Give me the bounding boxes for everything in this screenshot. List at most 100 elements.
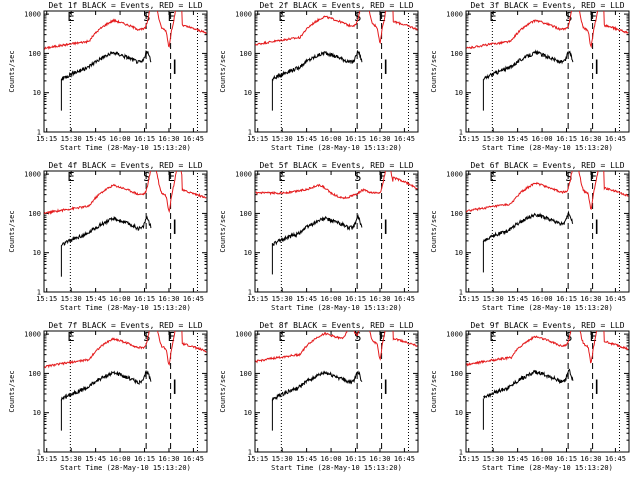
- y-tick-label: 1: [459, 289, 463, 297]
- y-tick-label: 10: [455, 249, 463, 257]
- events-black-curve: [271, 214, 363, 246]
- events-black-curve: [60, 369, 152, 401]
- x-tick-label: 15:45: [85, 455, 106, 463]
- x-tick-label: 16:15: [345, 295, 366, 303]
- y-tick-label: 10: [244, 409, 252, 417]
- x-tick-label: 16:30: [158, 295, 179, 303]
- marker-label-s: S: [565, 10, 572, 24]
- detector-panel-8: Det 8f BLACK = Events, RED = LLD 15:15 15:…: [219, 321, 419, 472]
- y-axis-label: Counts/sec: [430, 370, 438, 412]
- y-tick-label: 1: [459, 129, 463, 137]
- lld-red-curve: [44, 11, 207, 50]
- x-tick-label: 16:45: [605, 455, 626, 463]
- y-tick-label: 100: [239, 370, 252, 378]
- marker-label-e: E: [168, 10, 175, 24]
- x-tick-label: 15:30: [483, 455, 504, 463]
- events-black-curve: [61, 215, 152, 247]
- detector-panel-7: Det 7f BLACK = Events, RED = LLD 15:15 15:…: [8, 321, 208, 472]
- x-tick-label: 16:45: [394, 135, 415, 143]
- y-tick-label: 10: [455, 409, 463, 417]
- panel-title: Det 1f BLACK = Events, RED = LLD: [48, 1, 202, 10]
- x-tick-label: 16:15: [556, 455, 577, 463]
- panel-title: Det 4f BLACK = Events, RED = LLD: [48, 161, 202, 170]
- detector-panel-2: Det 2f BLACK = Events, RED = LLD 15:15 15:…: [219, 1, 419, 152]
- x-tick-label: 16:30: [369, 135, 390, 143]
- x-tick-label: 16:15: [134, 295, 155, 303]
- x-tick-label: 16:00: [321, 135, 342, 143]
- x-tick-label: 16:00: [532, 135, 553, 143]
- x-tick-label: 16:00: [110, 455, 131, 463]
- marker-label-e: E: [278, 10, 285, 24]
- x-tick-label: 16:15: [556, 135, 577, 143]
- y-axis-label: Counts/sec: [219, 370, 227, 412]
- x-tick-label: 15:30: [61, 295, 82, 303]
- x-tick-label: 16:15: [134, 455, 155, 463]
- marker-label-s: S: [354, 10, 361, 24]
- x-tick-label: 15:45: [507, 135, 528, 143]
- x-tick-label: 15:15: [36, 135, 57, 143]
- x-tick-label: 15:45: [296, 295, 317, 303]
- plot-frame: [465, 170, 630, 293]
- x-tick-label: 16:45: [605, 135, 626, 143]
- y-axis-label: Counts/sec: [8, 50, 16, 92]
- y-tick-label: 1: [248, 129, 252, 137]
- marker-label-s: S: [354, 170, 361, 184]
- marker-label-s: S: [143, 10, 150, 24]
- x-tick-label: 15:45: [296, 455, 317, 463]
- y-tick-label: 1: [37, 289, 41, 297]
- x-tick-label: 16:30: [369, 295, 390, 303]
- panel-title: Det 6f BLACK = Events, RED = LLD: [470, 161, 624, 170]
- x-tick-label: 15:45: [507, 455, 528, 463]
- plot-frame: [254, 10, 419, 133]
- x-tick-label: 16:30: [158, 455, 179, 463]
- x-tick-label: 16:45: [183, 295, 204, 303]
- marker-label-e: E: [379, 10, 386, 24]
- marker-label-e: E: [168, 330, 175, 344]
- y-tick-label: 10: [33, 89, 41, 97]
- x-axis-label: Start Time (28-May-10 15:13:20): [271, 144, 402, 152]
- marker-label-e: E: [278, 330, 285, 344]
- x-tick-label: 16:30: [580, 455, 601, 463]
- panel-title: Det 5f BLACK = Events, RED = LLD: [259, 161, 413, 170]
- x-tick-label: 16:00: [532, 455, 553, 463]
- x-tick-label: 16:45: [394, 295, 415, 303]
- lld-red-curve: [466, 171, 629, 213]
- x-tick-label: 15:30: [272, 135, 293, 143]
- panel-title: Det 8f BLACK = Events, RED = LLD: [259, 321, 413, 330]
- x-tick-label: 15:30: [61, 135, 82, 143]
- detector-panel-6: Det 6f BLACK = Events, RED = LLD 15:15 15:…: [430, 161, 630, 312]
- y-tick-label: 10: [33, 249, 41, 257]
- x-tick-label: 15:30: [272, 455, 293, 463]
- lld-red-curve: [255, 171, 418, 200]
- x-tick-label: 16:45: [605, 295, 626, 303]
- detector-panel-1: Det 1f BLACK = Events, RED = LLD 15:15 15:…: [8, 1, 208, 152]
- plot-frame: [254, 170, 419, 293]
- x-tick-label: 15:15: [458, 135, 479, 143]
- x-tick-label: 16:45: [394, 455, 415, 463]
- x-axis-label: Start Time (28-May-10 15:13:20): [271, 464, 402, 472]
- y-tick-label: 1: [37, 129, 41, 137]
- marker-label-s: S: [565, 170, 572, 184]
- panel-title: Det 9f BLACK = Events, RED = LLD: [470, 321, 624, 330]
- plot-frame: [43, 170, 208, 293]
- x-tick-label: 16:00: [110, 135, 131, 143]
- x-tick-label: 16:00: [110, 295, 131, 303]
- plot-frame: [465, 10, 630, 133]
- plot-frame: [465, 330, 630, 453]
- detector-panel-9: Det 9f BLACK = Events, RED = LLD 15:15 15:…: [430, 321, 630, 472]
- panel-title: Det 3f BLACK = Events, RED = LLD: [470, 1, 624, 10]
- x-tick-label: 16:15: [345, 135, 366, 143]
- y-tick-label: 1: [459, 449, 463, 457]
- x-tick-label: 15:30: [61, 455, 82, 463]
- marker-label-e: E: [168, 170, 175, 184]
- lld-red-curve: [466, 11, 629, 50]
- marker-label-e: E: [590, 330, 597, 344]
- x-tick-label: 16:00: [321, 455, 342, 463]
- panel-title: Det 2f BLACK = Events, RED = LLD: [259, 1, 413, 10]
- y-tick-label: 10: [33, 409, 41, 417]
- marker-label-e: E: [67, 170, 74, 184]
- y-axis-label: Counts/sec: [430, 50, 438, 92]
- y-tick-label: 10: [244, 89, 252, 97]
- detector-panel-5: Det 5f BLACK = Events, RED = LLD 15:15 15:…: [219, 161, 419, 312]
- y-tick-label: 100: [450, 370, 463, 378]
